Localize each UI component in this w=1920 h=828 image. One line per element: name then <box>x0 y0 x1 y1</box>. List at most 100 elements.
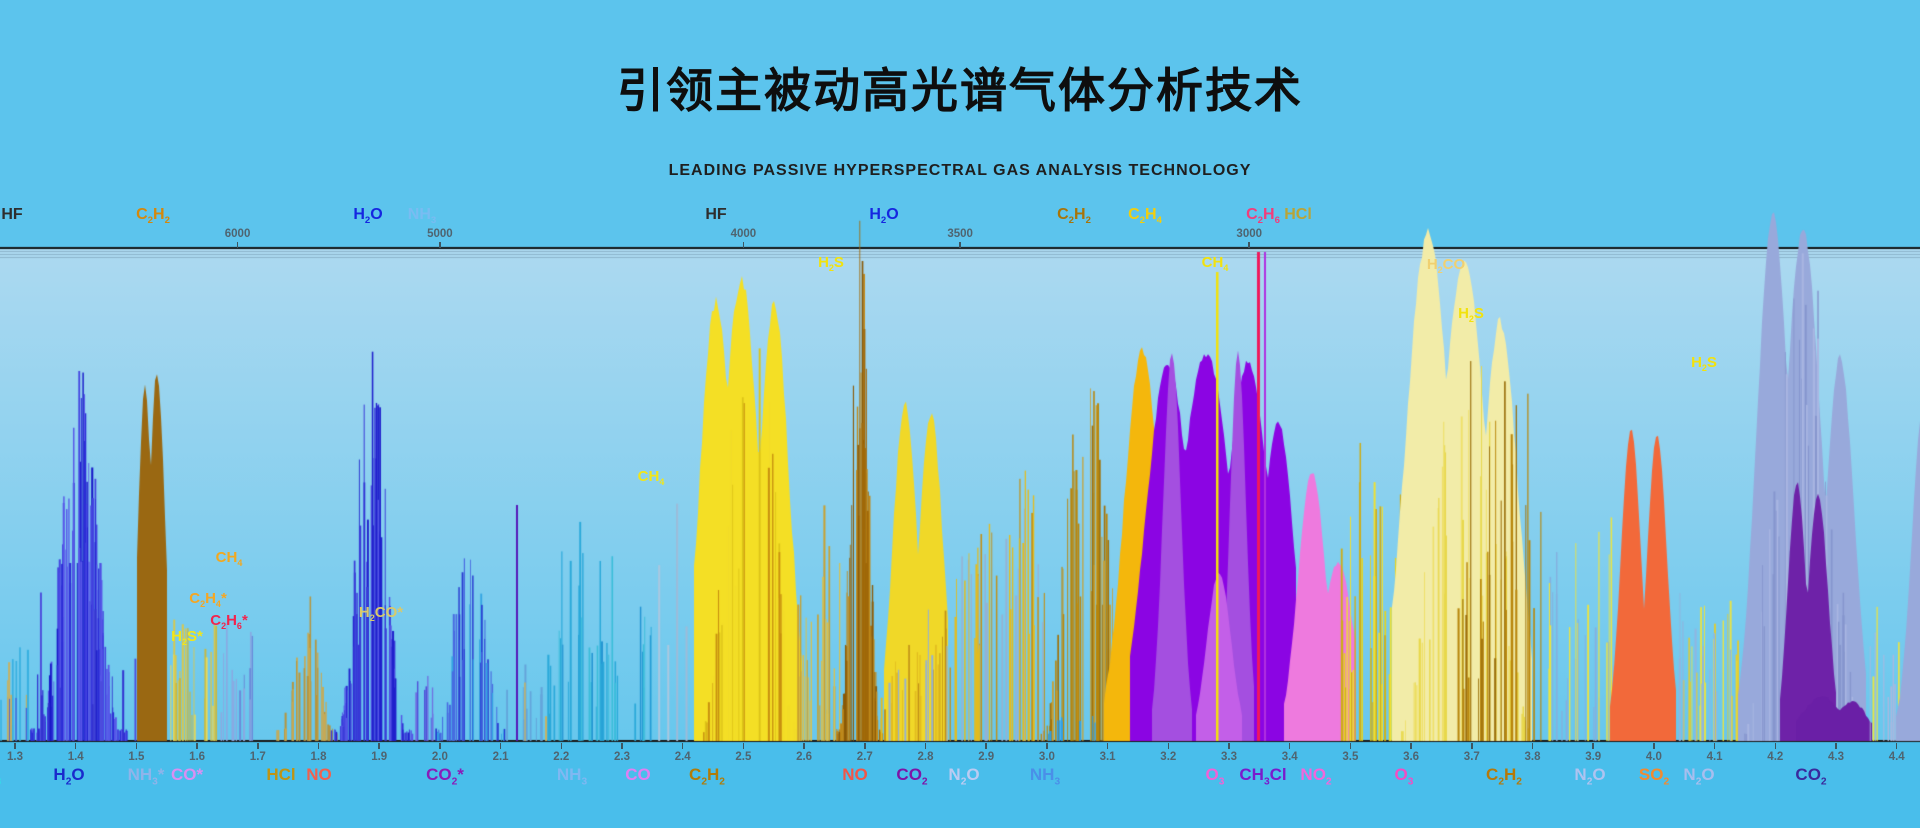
molecule-annotation-H2S: H2S <box>818 254 844 273</box>
bottom-tick-label-1.8: 1.8 <box>310 751 327 763</box>
bottom-tick-mark-3.6 <box>1410 743 1412 749</box>
bottom-tick-label-1.5: 1.5 <box>128 751 145 763</box>
bottom-tick-mark-1.3 <box>14 743 16 749</box>
bottom-tick-label-4.1: 4.1 <box>1706 751 1723 763</box>
bottom-tick-mark-2.8 <box>924 743 927 749</box>
bottom-tick-label-2.6: 2.6 <box>796 751 813 763</box>
bottom-tick-label-3.4: 3.4 <box>1281 751 1298 763</box>
molecule-label-top-C2H4: C2H4 <box>1128 206 1162 227</box>
molecule-label-bottom-CO: CO <box>625 765 651 784</box>
molecule-annotation-C2H6: C2H6* <box>210 612 248 631</box>
molecule-label-bottom-NH3: NH3* <box>127 765 165 788</box>
top-tick-mark-6000 <box>236 242 239 248</box>
bottom-tick-label-2.2: 2.2 <box>553 751 570 763</box>
molecule-label-bottom-CH3Cl: CH3Cl <box>1239 765 1287 788</box>
bottom-tick-label-4.0: 4.0 <box>1645 751 1662 763</box>
molecule-label-top-C2H2: C2H2 <box>1057 206 1091 227</box>
molecule-label-bottom-C2H2: C2H2 <box>689 765 725 788</box>
top-tick-label-3000: 3000 <box>1236 228 1263 240</box>
molecule-label-top-H2O: H2O <box>869 206 899 227</box>
bottom-tick-label-3.6: 3.6 <box>1403 751 1420 763</box>
molecule-label-bottom-NH3: NH3 <box>1029 765 1061 788</box>
bottom-tick-mark-3.4 <box>1288 743 1291 749</box>
molecule-annotation-H2S: H2S <box>1691 354 1717 373</box>
molecule-label-top-C2H6: C2H6 <box>1246 206 1280 227</box>
bottom-tick-label-1.9: 1.9 <box>371 751 388 763</box>
molecule-annotation-H2CO: H2CO* <box>358 604 404 623</box>
bottom-tick-mark-3.0 <box>1046 743 1048 749</box>
molecule-label-bottom-CO2: CO2* <box>426 765 464 788</box>
molecule-label-bottom-N2O: N2O <box>1574 765 1606 788</box>
molecule-annotation-C2H4: C2H4* <box>189 590 227 609</box>
molecule-label-top-C2H2: C2H2 <box>136 206 170 227</box>
bottom-tick-mark-1.6 <box>196 743 198 749</box>
page-subtitle: LEADING PASSIVE HYPERSPECTRAL GAS ANALYS… <box>668 162 1252 179</box>
bottom-tick-mark-2.3 <box>621 743 623 749</box>
bottom-tick-label-3.0: 3.0 <box>1038 751 1055 763</box>
molecule-label-bottom-SO2: SO2 <box>1638 765 1670 788</box>
molecule-label-bottom-NO2: NO2 <box>1300 765 1332 788</box>
bottom-tick-label-4.2: 4.2 <box>1767 751 1784 763</box>
top-tick-label-4000: 4000 <box>730 228 757 240</box>
top-tick-label-6000: 6000 <box>224 228 251 240</box>
bottom-tick-label-1.4: 1.4 <box>67 751 84 763</box>
bottom-tick-mark-3.3 <box>1228 743 1230 749</box>
top-tick-mark-4000 <box>742 242 745 248</box>
molecule-label-bottom-N2O: N2O <box>1683 765 1715 788</box>
bottom-tick-mark-3.5 <box>1349 743 1352 749</box>
bottom-tick-mark-2.6 <box>803 743 805 749</box>
molecule-label-top-NH3: NH3 <box>407 206 437 227</box>
bottom-tick-label-2.0: 2.0 <box>431 751 448 763</box>
molecule-label-bottom-O3: O3 <box>1394 765 1414 788</box>
bottom-tick-label-4.4: 4.4 <box>1888 751 1905 763</box>
bottom-tick-label-2.9: 2.9 <box>978 751 995 763</box>
bottom-tick-mark-2.5 <box>742 743 745 749</box>
bottom-tick-label-2.7: 2.7 <box>856 751 873 763</box>
bottom-tick-label-1.7: 1.7 <box>249 751 266 763</box>
molecule-label-bottom-O3: O3 <box>1205 765 1225 788</box>
bottom-tick-label-3.7: 3.7 <box>1463 751 1480 763</box>
bottom-tick-label-3.2: 3.2 <box>1160 751 1177 763</box>
molecule-label-bottom-H2O: H2O <box>53 765 85 788</box>
molecule-annotation-H2S: H2S <box>1458 305 1484 324</box>
molecule-label-bottom-CO2: CO2 <box>1795 765 1827 788</box>
bottom-tick-label-3.9: 3.9 <box>1585 751 1602 763</box>
bottom-tick-mark-3.9 <box>1592 743 1594 749</box>
page-title: 引领主被动高光谱气体分析技术 <box>617 64 1303 117</box>
molecule-annotation-CH4: CH4 <box>1201 254 1229 273</box>
bottom-tick-mark-2.2 <box>560 743 563 749</box>
bottom-tick-mark-3.1 <box>1106 743 1109 749</box>
molecule-annotation-CH4: CH4 <box>637 468 665 487</box>
molecule-label-bottom-O3: O3 <box>0 765 1 787</box>
molecule-label-bottom-N2O: N2O <box>948 765 980 788</box>
bottom-tick-mark-4.4 <box>1895 743 1898 749</box>
bottom-tick-label-2.3: 2.3 <box>614 751 630 763</box>
molecule-label-top-H2O: H2O <box>353 206 383 227</box>
bottom-tick-mark-2.7 <box>864 743 866 749</box>
bottom-tick-label-2.8: 2.8 <box>917 751 934 763</box>
bottom-tick-label-3.1: 3.1 <box>1099 751 1116 763</box>
top-tick-mark-5000 <box>439 242 441 248</box>
bottom-tick-mark-1.9 <box>378 743 380 749</box>
top-tick-label-5000: 5000 <box>427 228 453 240</box>
bottom-tick-label-3.8: 3.8 <box>1524 751 1541 763</box>
bottom-tick-mark-4.3 <box>1835 743 1837 749</box>
bottom-tick-mark-3.8 <box>1531 743 1534 749</box>
top-tick-label-3500: 3500 <box>947 228 973 240</box>
bottom-tick-mark-3.2 <box>1167 743 1170 749</box>
molecule-label-bottom-CO: CO* <box>170 765 204 784</box>
bottom-tick-mark-2.0 <box>439 743 441 749</box>
bottom-tick-label-2.4: 2.4 <box>674 751 691 763</box>
bottom-tick-mark-2.4 <box>681 743 684 749</box>
bottom-tick-label-1.3: 1.3 <box>7 751 23 763</box>
bottom-tick-label-2.5: 2.5 <box>735 751 752 763</box>
molecule-label-bottom-NO: NO <box>842 765 868 784</box>
molecule-annotation-H2CO: H2CO <box>1426 256 1466 275</box>
bottom-tick-mark-1.5 <box>135 743 138 749</box>
molecule-label-bottom-NO: NO <box>306 765 332 784</box>
bottom-tick-mark-1.4 <box>74 743 77 749</box>
bottom-tick-mark-1.7 <box>257 743 259 749</box>
bottom-tick-mark-4.1 <box>1713 743 1716 749</box>
bottom-tick-mark-2.9 <box>985 743 987 749</box>
